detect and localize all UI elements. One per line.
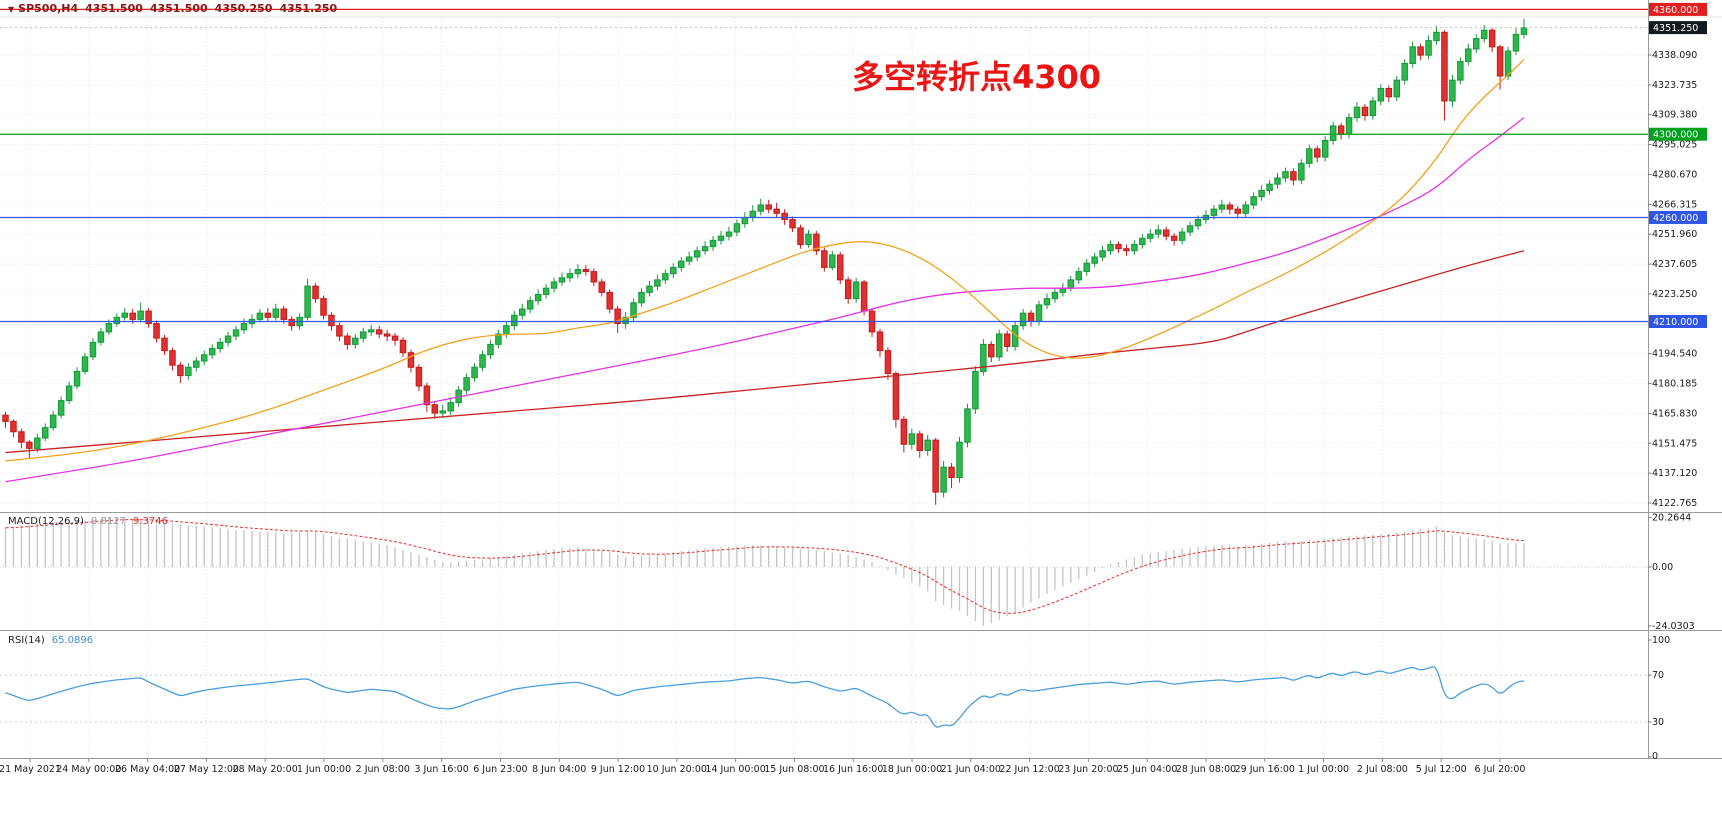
rsi-indicator-label: RSI(14) 65.0896 bbox=[8, 635, 93, 646]
time-axis-label: 6 Jul 20:00 bbox=[1475, 764, 1526, 775]
price-tick-label: 4323.735 bbox=[1652, 80, 1697, 91]
time-axis-label: 28 May 20:00 bbox=[233, 764, 298, 775]
time-axis-label: 8 Jun 04:00 bbox=[532, 764, 586, 775]
price-line-label: 4260.000 bbox=[1653, 213, 1698, 224]
price-line-label-box bbox=[1649, 314, 1707, 328]
macd-name: MACD(12,26,9) bbox=[8, 516, 84, 527]
price-axis: 4338.090 4323.735 4309.380 4295.025 4280.670… bbox=[1648, 2, 1707, 509]
time-axis-label: 21 May 2021 bbox=[0, 764, 61, 775]
time-axis-label: 5 Jul 12:00 bbox=[1416, 764, 1467, 775]
symbol-ohlc-line: ▼ SP500,H4 4351.500 4351.500 4350.250 4351.25… bbox=[8, 2, 344, 15]
price-line-label: 4210.000 bbox=[1653, 317, 1698, 328]
macd-signal-value: 9.3746 bbox=[132, 516, 168, 527]
price-line-label-box bbox=[1649, 127, 1707, 141]
time-axis-label: 22 Jun 12:00 bbox=[999, 764, 1059, 775]
macd-signal-line bbox=[5, 519, 1524, 614]
ma-mid-line bbox=[5, 117, 1525, 483]
price-tick-label: 4137.120 bbox=[1652, 468, 1697, 479]
price-line-label: 4300.000 bbox=[1653, 130, 1698, 141]
time-axis-label: 3 Jun 16:00 bbox=[414, 764, 468, 775]
macd-axis-label: 20.2644 bbox=[1652, 512, 1691, 523]
time-axis-label: 28 Jun 08:00 bbox=[1176, 764, 1236, 775]
rsi-panel: 100 70 30 0 bbox=[0, 635, 1670, 762]
rsi-line bbox=[5, 666, 1525, 728]
price-line-label-box bbox=[1649, 2, 1707, 16]
price-tick-label: 4338.090 bbox=[1652, 50, 1697, 61]
time-axis-label: 24 May 00:00 bbox=[56, 764, 121, 775]
price-tick-label: 4295.025 bbox=[1652, 140, 1697, 151]
price-line-label-box bbox=[1649, 210, 1707, 224]
macd-axis-label: 0.00 bbox=[1652, 562, 1673, 573]
ohlc-open: 4351.500 bbox=[85, 2, 143, 15]
time-axis-label: 2 Jul 08:00 bbox=[1357, 764, 1408, 775]
chart-annotation-text[interactable]: 多空转折点4300 bbox=[852, 58, 1102, 96]
time-axis-label: 10 Jun 20:00 bbox=[647, 764, 707, 775]
macd-main-value: 9.8127 bbox=[90, 516, 126, 527]
price-tick-label: 4223.250 bbox=[1652, 289, 1697, 300]
price-tick-label: 4309.380 bbox=[1652, 110, 1697, 121]
symbol-name: SP500,H4 bbox=[18, 2, 79, 15]
time-axis-label: 26 May 04:00 bbox=[115, 764, 180, 775]
grid-layer bbox=[0, 16, 1722, 758]
ohlc-high: 4351.500 bbox=[149, 2, 208, 15]
price-tick-label: 4194.540 bbox=[1652, 349, 1697, 360]
time-axis-label: 9 Jun 12:00 bbox=[591, 764, 645, 775]
symbol-triangle-icon: ▼ bbox=[8, 5, 15, 14]
rsi-value: 65.0896 bbox=[51, 635, 94, 646]
time-axis-label: 27 May 12:00 bbox=[174, 764, 239, 775]
rsi-axis-label: 100 bbox=[1652, 635, 1670, 646]
price-tick-label: 4266.315 bbox=[1652, 199, 1697, 210]
ohlc-close: 4351.250 bbox=[279, 2, 338, 15]
candles-layer bbox=[2, 18, 1528, 505]
time-axis-label: 14 Jun 00:00 bbox=[705, 764, 765, 775]
macd-indicator-label: MACD(12,26,9) 9.8127 9.3746 bbox=[8, 516, 168, 527]
price-line-label: 4360.000 bbox=[1653, 5, 1698, 16]
price-tick-label: 4237.605 bbox=[1652, 259, 1697, 270]
rsi-axis-label: 30 bbox=[1652, 717, 1664, 728]
rsi-axis-label: 70 bbox=[1652, 670, 1664, 681]
time-axis-label: 29 Jun 16:00 bbox=[1235, 764, 1295, 775]
time-axis-label: 21 Jun 04:00 bbox=[941, 764, 1001, 775]
time-axis-label: 25 Jun 04:00 bbox=[1117, 764, 1177, 775]
price-tick-label: 4280.670 bbox=[1652, 169, 1697, 180]
time-axis-label: 1 Jun 00:00 bbox=[297, 764, 351, 775]
price-tick-label: 4151.475 bbox=[1652, 438, 1697, 449]
price-tick-label: 4251.960 bbox=[1652, 229, 1697, 240]
time-axis-label: 1 Jul 00:00 bbox=[1298, 764, 1349, 775]
time-axis-label: 6 Jun 23:00 bbox=[473, 764, 527, 775]
time-axis-label: 15 Jun 08:00 bbox=[764, 764, 824, 775]
ma-fast-line bbox=[5, 58, 1525, 462]
rsi-name: RSI(14) bbox=[8, 635, 45, 646]
price-tick-label: 4180.185 bbox=[1652, 379, 1697, 390]
panel-separators bbox=[0, 0, 1722, 759]
ma-slow-line bbox=[5, 250, 1525, 454]
price-tick-label: 4165.830 bbox=[1652, 408, 1697, 419]
time-axis-label: 23 Jun 20:00 bbox=[1058, 764, 1118, 775]
time-axis-label: 2 Jun 08:00 bbox=[356, 764, 410, 775]
time-axis-label: 18 Jun 00:00 bbox=[882, 764, 942, 775]
price-lines-layer bbox=[0, 8, 1648, 323]
price-tick-label: 4122.765 bbox=[1652, 498, 1697, 509]
macd-axis-label: -24.0303 bbox=[1652, 621, 1695, 632]
rsi-axis-label: 0 bbox=[1652, 751, 1658, 762]
time-axis-label: 16 Jun 16:00 bbox=[823, 764, 883, 775]
price-line-label: 4351.250 bbox=[1653, 23, 1698, 34]
ohlc-low: 4350.250 bbox=[214, 2, 273, 15]
macd-panel: 20.2644 0.00 -24.0303 bbox=[0, 512, 1695, 632]
price-line-label-box bbox=[1649, 21, 1707, 35]
